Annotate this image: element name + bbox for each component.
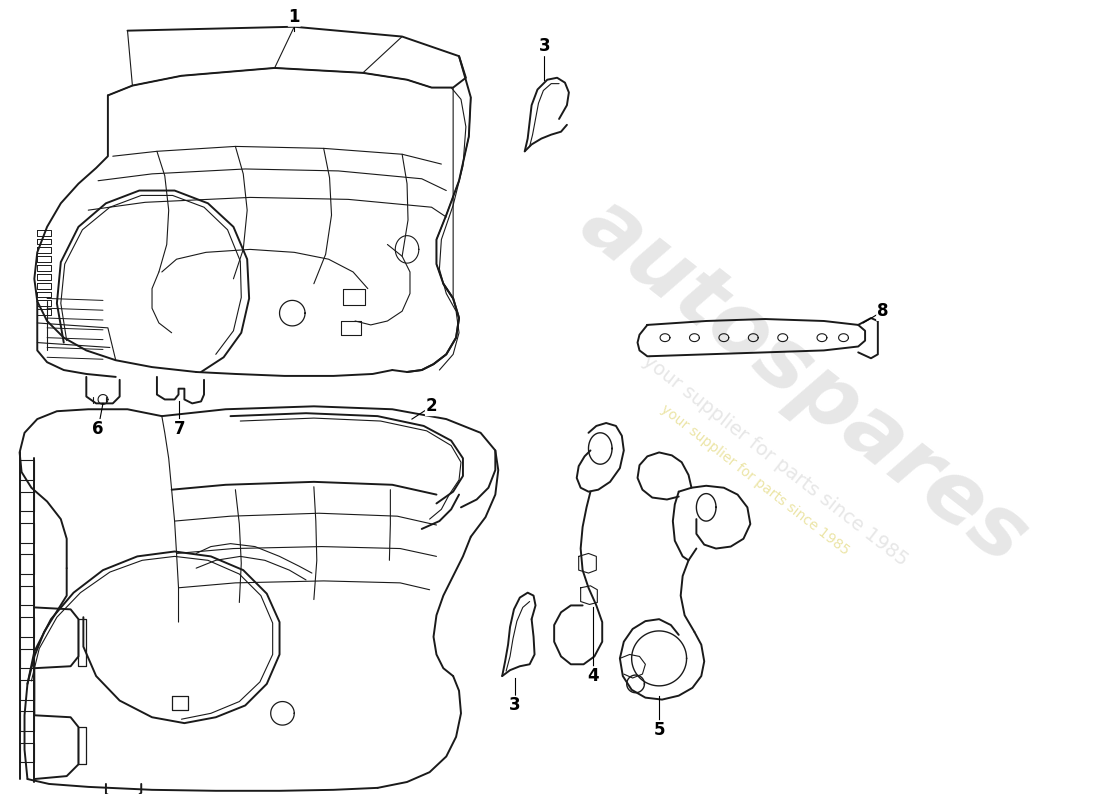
Text: 7: 7 [174,420,185,438]
Text: 2: 2 [426,398,438,415]
Text: your supplier for parts since 1985: your supplier for parts since 1985 [658,402,852,558]
Text: 3: 3 [509,697,520,714]
Text: 4: 4 [587,667,600,685]
Text: 8: 8 [877,302,889,320]
Text: 5: 5 [653,721,664,739]
Text: 6: 6 [92,420,103,438]
Text: autospares: autospares [564,182,1044,582]
Text: 3: 3 [539,38,550,55]
Text: 1: 1 [288,8,300,26]
Text: your supplier for parts since 1985: your supplier for parts since 1985 [639,351,911,570]
